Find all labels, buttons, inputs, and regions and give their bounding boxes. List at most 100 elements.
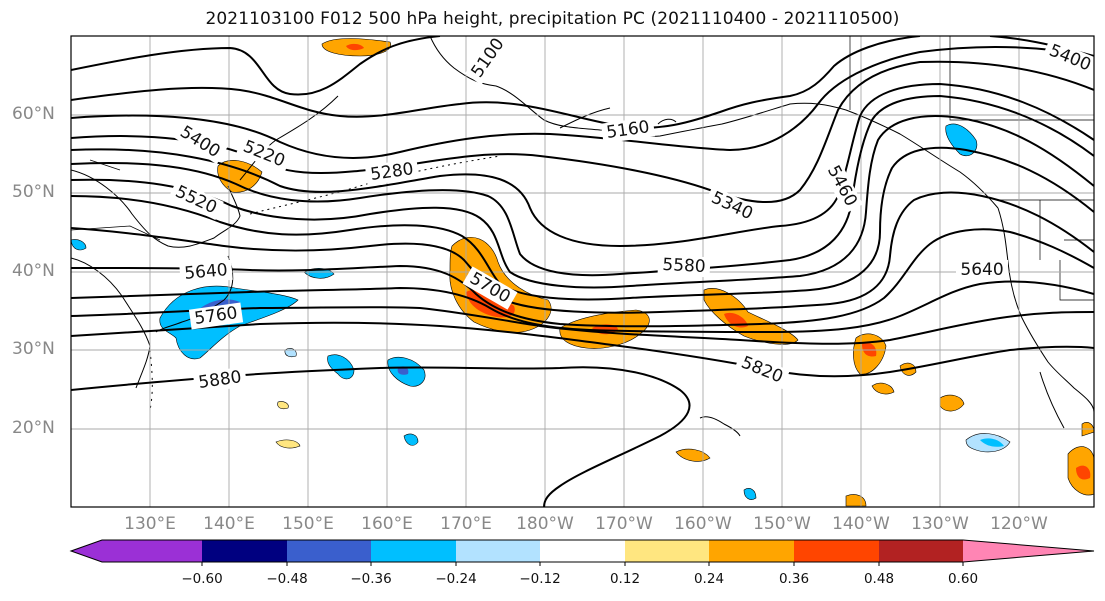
contour-5640 bbox=[71, 228, 1094, 328]
korea-coastline bbox=[71, 257, 151, 389]
alaska-peninsula bbox=[559, 107, 611, 129]
coastlines bbox=[71, 36, 1094, 437]
contour-label-mask bbox=[236, 134, 292, 174]
colorbar-extend-high bbox=[963, 540, 1094, 562]
lat-label: 40°N bbox=[12, 261, 55, 281]
contour-labels: 5100516052205280534054005460552055805640… bbox=[168, 36, 1094, 394]
asia-coastline bbox=[71, 169, 241, 248]
map-plot-area bbox=[71, 36, 1094, 507]
colorbar-swatch bbox=[102, 540, 202, 562]
border-asia-2 bbox=[89, 159, 121, 171]
border-canada-prov bbox=[949, 36, 1094, 121]
colorbar-swatch bbox=[794, 540, 879, 562]
colorbar-swatch bbox=[879, 540, 963, 562]
contour-label-mask bbox=[464, 36, 512, 86]
map-title: 2021103100 F012 500 hPa height, precipit… bbox=[205, 9, 900, 29]
contour-5400 bbox=[71, 94, 1094, 277]
baja-coastline bbox=[1039, 371, 1065, 429]
precip-positive-region-east-4-core bbox=[1076, 465, 1091, 480]
lat-label: 30°N bbox=[12, 339, 55, 359]
contour-label-mask bbox=[704, 185, 760, 227]
contour-5760 bbox=[71, 306, 1094, 345]
contour-label-mask bbox=[734, 350, 790, 390]
colorbar-tick-label: 0.48 bbox=[863, 571, 895, 587]
precip-positive-region-east-1 bbox=[939, 394, 965, 412]
colorbar-outline bbox=[69, 539, 1095, 563]
contour-5340 bbox=[71, 82, 1094, 248]
contour-label-mask bbox=[188, 302, 244, 330]
precip-negative-region-small-1 bbox=[743, 488, 757, 500]
lon-label: 180°W bbox=[516, 514, 574, 534]
lon-label: 140°W bbox=[832, 514, 890, 534]
colorbar-tick-label: −0.60 bbox=[181, 571, 223, 587]
contour-label: 5640 bbox=[960, 260, 1003, 280]
precip-negative-region-small-2 bbox=[71, 239, 87, 251]
lat-label: 60°N bbox=[12, 104, 55, 124]
colorbar-tick-label: −0.36 bbox=[350, 571, 392, 587]
contour-label-mask bbox=[462, 266, 518, 310]
lon-label: 150°W bbox=[753, 514, 811, 534]
lon-label: 130°W bbox=[911, 514, 969, 534]
contour-5160 bbox=[71, 36, 921, 129]
lon-label: 170°E bbox=[440, 514, 492, 534]
lon-label: 130°E bbox=[124, 514, 176, 534]
lon-label: 160°E bbox=[361, 514, 413, 534]
colorbar-swatch bbox=[371, 540, 456, 562]
precip-positive-core-aleutian bbox=[346, 43, 364, 51]
alaska-coastline bbox=[429, 36, 999, 209]
lon-label: 160°W bbox=[674, 514, 732, 534]
contour-label-mask bbox=[820, 158, 864, 214]
precip-positive-region-small-1 bbox=[675, 448, 711, 462]
contour-5820 bbox=[71, 321, 1094, 378]
colorbar-tick-label: −0.12 bbox=[519, 571, 561, 587]
colorbar-swatch bbox=[456, 540, 540, 562]
colorbar-swatch bbox=[540, 540, 625, 562]
precip-positive-region-east-3 bbox=[871, 382, 895, 395]
colorbar bbox=[69, 539, 1095, 566]
contour-label-mask bbox=[192, 366, 248, 394]
lat-label: 20°N bbox=[12, 418, 55, 438]
precip-negative-region-pac-3 bbox=[403, 433, 419, 446]
contour-label-mask bbox=[168, 179, 224, 221]
precip-negative-region-hawaii-east-core bbox=[980, 438, 1004, 447]
contour-label: 5640 bbox=[184, 260, 229, 284]
contour-5100 bbox=[71, 36, 441, 96]
lon-label: 170°W bbox=[595, 514, 653, 534]
colorbar-tick-label: 0.36 bbox=[778, 571, 810, 587]
colorbar-extend-low bbox=[71, 540, 102, 562]
contour-label: 5580 bbox=[662, 255, 706, 277]
colorbar-swatch bbox=[202, 540, 287, 562]
colorbar-tick-label: −0.48 bbox=[266, 571, 308, 587]
contour-5700 bbox=[71, 280, 1094, 334]
colorbar-tick-label: 0.12 bbox=[609, 571, 641, 587]
border-us-states-3 bbox=[1059, 260, 1094, 301]
colorbar-swatch bbox=[287, 540, 371, 562]
map-frame bbox=[70, 35, 1095, 508]
contour-label-mask bbox=[172, 119, 228, 165]
contour-5460 bbox=[71, 115, 1094, 289]
precip-negative-region-small-3 bbox=[284, 348, 297, 358]
contour-label-mask bbox=[179, 259, 233, 285]
hawaii-islands bbox=[699, 416, 741, 437]
precip-positive-region-150w bbox=[703, 288, 799, 345]
colorbar-swatch bbox=[709, 540, 794, 562]
precip-negative-region-pac-2 bbox=[327, 354, 355, 380]
precip-negative-region-alaska bbox=[945, 123, 978, 157]
north-america-westcoast bbox=[997, 207, 1094, 413]
lat-label: 50°N bbox=[12, 182, 55, 202]
lon-label: 120°W bbox=[990, 514, 1048, 534]
contour-label-mask bbox=[1042, 38, 1094, 78]
precip-positive-region-small-2 bbox=[275, 439, 301, 449]
lon-label: 140°E bbox=[203, 514, 255, 534]
colorbar-swatch bbox=[625, 540, 709, 562]
contour-label-mask bbox=[657, 254, 711, 278]
contour-5580 bbox=[71, 191, 1094, 314]
colorbar-tick-label: 0.60 bbox=[947, 571, 979, 587]
contour-5520 bbox=[71, 146, 1094, 301]
contour-label-mask bbox=[956, 260, 1008, 280]
colorbar-tick-label: 0.24 bbox=[693, 571, 725, 587]
contour-label-mask bbox=[364, 158, 420, 186]
kodiak-region bbox=[657, 118, 677, 125]
colorbar-tick-label: −0.24 bbox=[435, 571, 477, 587]
